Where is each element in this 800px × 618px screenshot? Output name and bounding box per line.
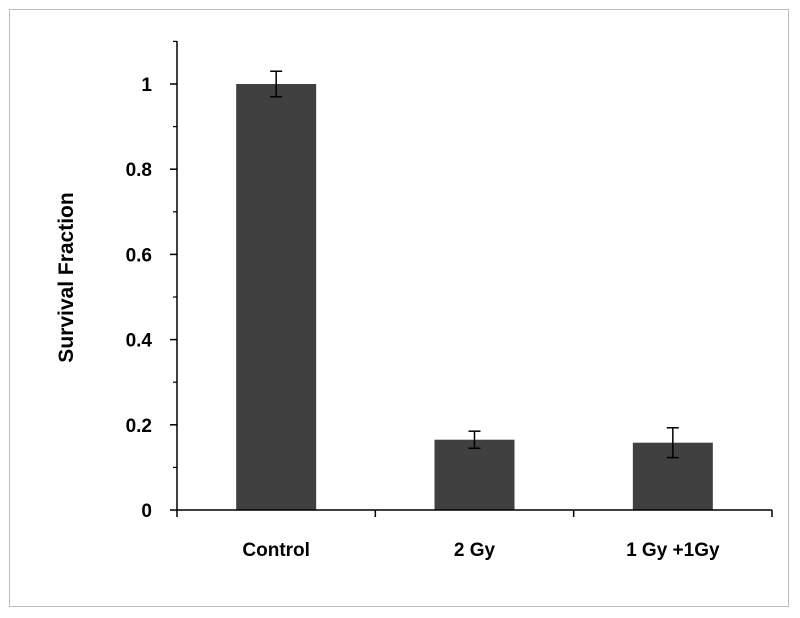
y-tick-label: 0.8 xyxy=(126,160,152,181)
y-tick-label: 0.2 xyxy=(126,416,152,437)
y-tick-label: 0 xyxy=(141,501,152,522)
y-tick-label: 0.4 xyxy=(126,331,153,352)
y-tick-label: 1 xyxy=(141,75,152,96)
bar-control xyxy=(236,84,317,510)
error-bars-layer xyxy=(270,70,679,459)
labels-layer: 0 0.2 0.4 0.6 0.8 1 Control 2 Gy 1 Gy +1Gy xyxy=(126,75,720,561)
bars-layer xyxy=(236,84,713,510)
bar-2-gy xyxy=(434,439,515,510)
y-tick-label: 0.6 xyxy=(126,245,152,266)
x-tick-label: 2 Gy xyxy=(454,540,496,561)
axes-layer xyxy=(176,41,772,511)
x-tick-label: 1 Gy +1Gy xyxy=(626,540,720,561)
x-tick-label: Control xyxy=(242,540,310,561)
ticks-layer xyxy=(170,40,773,517)
y-axis-title: Survival Fraction xyxy=(55,192,78,362)
